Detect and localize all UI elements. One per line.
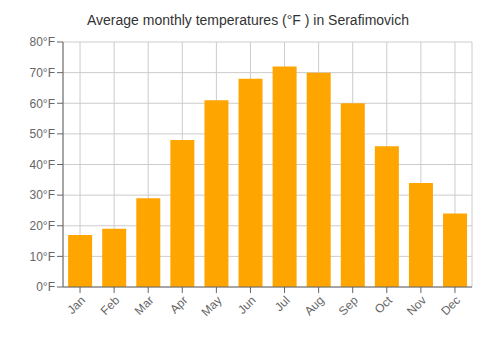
svg-text:Dec: Dec: [438, 293, 463, 318]
svg-text:Nov: Nov: [404, 293, 429, 318]
svg-text:0°F: 0°F: [36, 280, 55, 294]
html-text:Average monthly temperatures (: Average monthly temperatures (°F ) in Se…: [87, 12, 409, 28]
svg-text:10°F: 10°F: [30, 250, 55, 264]
svg-text:Jun: Jun: [235, 293, 259, 317]
svg-text:Oct: Oct: [372, 293, 396, 317]
svg-text:Apr: Apr: [167, 293, 190, 316]
svg-text:30°F: 30°F: [30, 188, 55, 202]
svg-text:Aug: Aug: [302, 293, 327, 318]
svg-text:Jul: Jul: [272, 293, 293, 314]
svg-text:40°F: 40°F: [30, 158, 55, 172]
svg-text:May: May: [199, 293, 225, 319]
svg-text:70°F: 70°F: [30, 66, 55, 80]
svg-text:20°F: 20°F: [30, 219, 55, 233]
svg-text:80°F: 80°F: [30, 35, 55, 49]
svg-text:50°F: 50°F: [30, 127, 55, 141]
svg-text:Jan: Jan: [65, 293, 89, 317]
svg-text:Mar: Mar: [132, 293, 157, 318]
svg-text:Feb: Feb: [98, 293, 123, 318]
svg-text:Sep: Sep: [336, 293, 361, 318]
svg-text:60°F: 60°F: [30, 97, 55, 111]
